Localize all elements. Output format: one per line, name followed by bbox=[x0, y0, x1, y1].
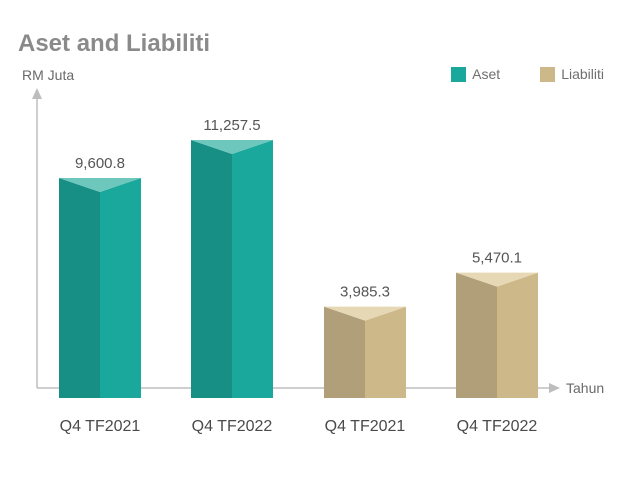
x-axis-label: Tahun bbox=[566, 380, 604, 396]
bar-face-right bbox=[497, 272, 538, 398]
value-label: 3,985.3 bbox=[340, 284, 390, 301]
category-label: Q4 TF2022 bbox=[192, 418, 273, 435]
bar-liabiliti-3 bbox=[324, 306, 406, 398]
bar-face-left bbox=[191, 140, 232, 398]
bar-face-left bbox=[456, 272, 497, 398]
bar-face-right bbox=[100, 177, 141, 398]
category-label: Q4 TF2021 bbox=[325, 418, 406, 435]
value-label: 9,600.8 bbox=[75, 155, 125, 172]
legend-swatch-aset bbox=[451, 66, 467, 82]
bar-face-right bbox=[232, 140, 273, 398]
chart-legend: Aset Liabiliti bbox=[451, 66, 604, 82]
bar-face-top bbox=[324, 306, 406, 321]
bar-face-top bbox=[59, 177, 141, 192]
value-label: 5,470.1 bbox=[472, 250, 522, 267]
category-label: Q4 TF2022 bbox=[457, 418, 538, 435]
x-axis-arrow bbox=[549, 383, 560, 393]
legend-item-liabiliti: Liabiliti bbox=[540, 66, 604, 82]
bar-aset-2 bbox=[191, 140, 273, 398]
bar-face-top bbox=[191, 140, 273, 154]
chart-title: Aset and Liabiliti bbox=[18, 30, 211, 57]
legend-label-aset: Aset bbox=[472, 66, 501, 82]
bar-aset-1 bbox=[59, 177, 141, 398]
value-label: 11,257.5 bbox=[203, 117, 260, 134]
y-axis-label: RM Juta bbox=[22, 67, 74, 83]
bar-face-left bbox=[59, 177, 100, 398]
bar-face-top bbox=[456, 272, 538, 287]
legend-swatch-liabiliti bbox=[540, 66, 556, 82]
bar-face-left bbox=[324, 306, 365, 398]
bar-liabiliti-4 bbox=[456, 272, 538, 398]
y-axis-arrow bbox=[32, 88, 42, 99]
bar-face-right bbox=[365, 306, 406, 398]
category-label: Q4 TF2021 bbox=[60, 418, 141, 435]
legend-item-aset: Aset bbox=[451, 66, 500, 82]
legend-label-liabiliti: Liabiliti bbox=[561, 66, 604, 82]
